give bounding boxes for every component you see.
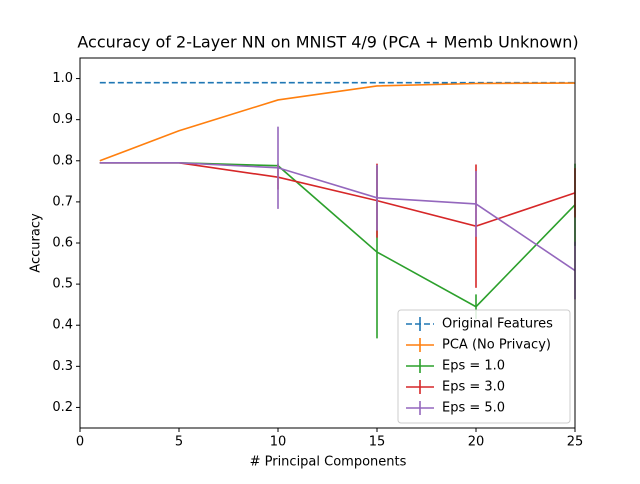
x-tick-label: 15 — [369, 435, 386, 450]
x-tick-label: 5 — [175, 435, 183, 450]
x-tick-label: 10 — [270, 435, 287, 450]
y-tick-label: 0.6 — [52, 236, 73, 251]
x-tick-label: 0 — [76, 435, 84, 450]
legend-label: Eps = 1.0 — [442, 359, 505, 374]
y-tick-label: 0.2 — [52, 400, 73, 415]
y-tick-label: 0.4 — [52, 318, 73, 333]
x-tick-label: 25 — [567, 435, 584, 450]
chart-title: Accuracy of 2-Layer NN on MNIST 4/9 (PCA… — [77, 33, 578, 52]
legend-label: Eps = 3.0 — [442, 380, 505, 395]
series-line — [99, 82, 576, 162]
legend-box — [397, 309, 571, 424]
plot-frame — [79, 57, 576, 429]
series-line — [99, 162, 576, 272]
y-axis-label: Accuracy — [29, 213, 44, 273]
y-tick-label: 0.9 — [52, 112, 73, 127]
x-axis-label: # Principal Components — [250, 455, 407, 470]
y-tick-label: 0.8 — [52, 153, 73, 168]
y-tick-label: 0.3 — [52, 359, 73, 374]
legend-label: Original Features — [442, 317, 553, 332]
y-tick-label: 0.5 — [52, 277, 73, 292]
legend-label: PCA (No Privacy) — [442, 338, 551, 353]
y-tick-label: 1.0 — [52, 71, 73, 86]
legend-label: Eps = 5.0 — [442, 401, 505, 416]
x-tick-label: 20 — [468, 435, 485, 450]
y-tick-label: 0.7 — [52, 194, 73, 209]
series-line — [99, 162, 576, 308]
